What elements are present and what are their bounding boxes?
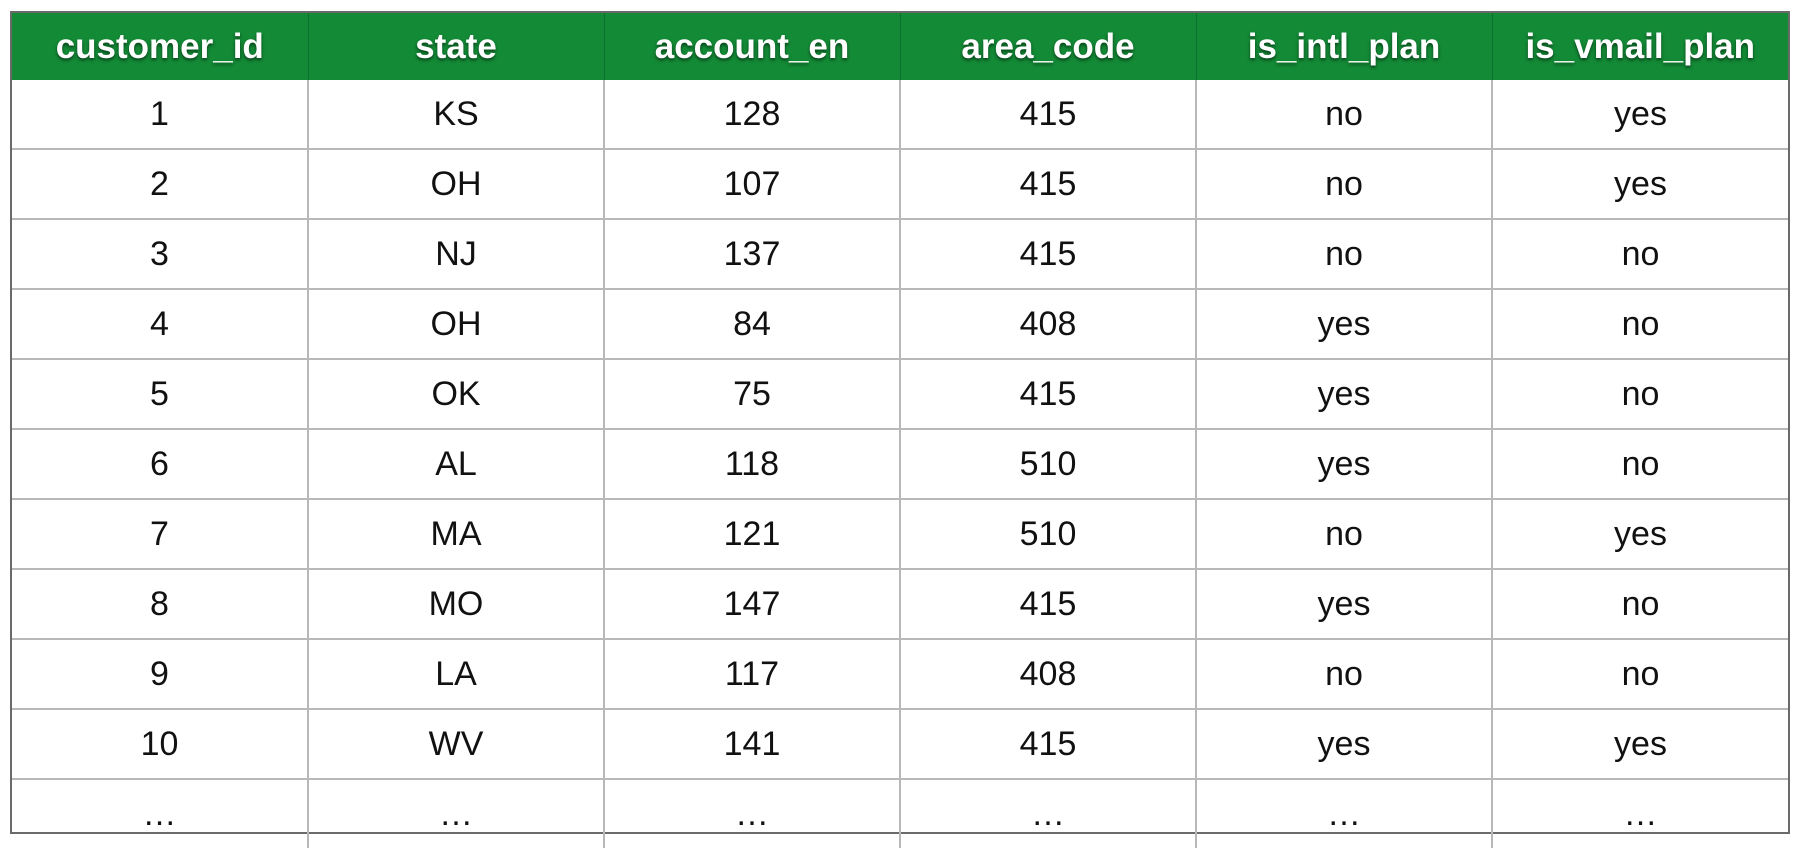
table-cell-state: AL xyxy=(307,428,604,499)
table-cell-is-vmail-plan: no xyxy=(1491,428,1788,499)
table-body: 1 KS 128 415 no yes 2 OH 107 415 no yes 3 NJ 137 415 no n… xyxy=(12,80,1788,848)
table-cell-customer-id: 8 xyxy=(12,568,308,639)
table-row: 8 MO 147 415 yes no xyxy=(12,568,1788,639)
table-cell-customer-id: 7 xyxy=(12,498,308,569)
table-row: 1 KS 128 415 no yes xyxy=(12,80,1788,149)
table-cell-account-en: 147 xyxy=(603,568,900,639)
table-cell-area-code: 408 xyxy=(899,288,1196,359)
table-row: 4 OH 84 408 yes no xyxy=(12,288,1788,359)
table-cell-state: NJ xyxy=(307,218,604,289)
table-row: 9 LA 117 408 no no xyxy=(12,638,1788,709)
table-cell-is-vmail-plan: no xyxy=(1491,568,1788,639)
table-row: 6 AL 118 510 yes no xyxy=(12,428,1788,499)
table-cell-state: WV xyxy=(307,708,604,779)
table-cell-is-vmail-plan: … xyxy=(1491,778,1788,848)
table-header: customer_id state account_en area_code i… xyxy=(12,13,1788,80)
column-header-is-intl-plan: is_intl_plan xyxy=(1195,13,1492,80)
table-row: 5 OK 75 415 yes no xyxy=(12,358,1788,429)
table-cell-state: KS xyxy=(307,80,604,149)
table-cell-customer-id: 5 xyxy=(12,358,308,429)
table-row: 2 OH 107 415 no yes xyxy=(12,148,1788,219)
table-cell-customer-id: 2 xyxy=(12,148,308,219)
table-cell-account-en: 141 xyxy=(603,708,900,779)
column-header-area-code: area_code xyxy=(899,13,1196,80)
table-cell-is-intl-plan: no xyxy=(1195,80,1492,149)
table-cell-is-vmail-plan: yes xyxy=(1491,498,1788,569)
table-cell-customer-id: 3 xyxy=(12,218,308,289)
table-cell-state: MO xyxy=(307,568,604,639)
table-cell-account-en: 128 xyxy=(603,80,900,149)
column-header-customer-id: customer_id xyxy=(12,13,308,80)
table-cell-area-code: 415 xyxy=(899,218,1196,289)
customer-data-table: customer_id state account_en area_code i… xyxy=(12,13,1788,848)
table-cell-customer-id: … xyxy=(12,778,308,848)
table-cell-account-en: 121 xyxy=(603,498,900,569)
table-cell-area-code: 415 xyxy=(899,358,1196,429)
table-cell-area-code: 415 xyxy=(899,568,1196,639)
column-header-state: state xyxy=(307,13,604,80)
table-cell-is-vmail-plan: no xyxy=(1491,358,1788,429)
table-cell-is-intl-plan: no xyxy=(1195,218,1492,289)
table-cell-is-intl-plan: yes xyxy=(1195,288,1492,359)
table-cell-is-intl-plan: no xyxy=(1195,148,1492,219)
table-cell-state: OK xyxy=(307,358,604,429)
table-cell-area-code: 415 xyxy=(899,80,1196,149)
table-cell-state: … xyxy=(307,778,604,848)
table-cell-customer-id: 9 xyxy=(12,638,308,709)
table-cell-account-en: 84 xyxy=(603,288,900,359)
table-cell-account-en: 137 xyxy=(603,218,900,289)
header-row: customer_id state account_en area_code i… xyxy=(12,13,1788,80)
table-cell-state: LA xyxy=(307,638,604,709)
table-cell-account-en: 118 xyxy=(603,428,900,499)
table-cell-is-vmail-plan: yes xyxy=(1491,708,1788,779)
table-cell-account-en: 117 xyxy=(603,638,900,709)
table-cell-account-en: 107 xyxy=(603,148,900,219)
table-cell-is-intl-plan: yes xyxy=(1195,708,1492,779)
table-cell-is-intl-plan: no xyxy=(1195,638,1492,709)
table-cell-account-en: 75 xyxy=(603,358,900,429)
table-cell-is-intl-plan: yes xyxy=(1195,358,1492,429)
table-cell-customer-id: 10 xyxy=(12,708,308,779)
table-cell-area-code: 408 xyxy=(899,638,1196,709)
table-cell-area-code: 510 xyxy=(899,498,1196,569)
table-cell-area-code: 415 xyxy=(899,708,1196,779)
table-cell-is-intl-plan: no xyxy=(1195,498,1492,569)
table-cell-customer-id: 1 xyxy=(150,94,169,133)
table-cell-customer-id: 4 xyxy=(12,288,308,359)
table-cell-is-intl-plan: … xyxy=(1195,778,1492,848)
table-cell-state: OH xyxy=(307,288,604,359)
data-table-container: customer_id state account_en area_code i… xyxy=(10,11,1790,848)
table-row: ……………… xyxy=(12,778,1788,848)
table-cell-is-vmail-plan: no xyxy=(1491,288,1788,359)
table-row: 3 NJ 137 415 no no xyxy=(12,218,1788,289)
table-row: 7 MA 121 510 no yes xyxy=(12,498,1788,569)
table-cell-is-vmail-plan: no xyxy=(1491,638,1788,709)
table-row: 10 WV 141 415 yes yes xyxy=(12,708,1788,779)
column-header-is-vmail-plan: is_vmail_plan xyxy=(1491,13,1788,80)
table-cell-customer-id: 6 xyxy=(12,428,308,499)
table-cell-account-en: … xyxy=(603,778,900,848)
table-cell-is-vmail-plan: yes xyxy=(1491,80,1788,149)
table-cell-is-vmail-plan: no xyxy=(1491,218,1788,289)
table-cell-state: MA xyxy=(307,498,604,569)
table-cell-area-code: 415 xyxy=(899,148,1196,219)
column-header-account-en: account_en xyxy=(603,13,900,80)
table-cell-is-intl-plan: yes xyxy=(1195,568,1492,639)
table-cell-is-vmail-plan: yes xyxy=(1491,148,1788,219)
table-cell-area-code: … xyxy=(899,778,1196,848)
table-cell-is-intl-plan: yes xyxy=(1195,428,1492,499)
table-cell-state: OH xyxy=(307,148,604,219)
table-cell-area-code: 510 xyxy=(899,428,1196,499)
